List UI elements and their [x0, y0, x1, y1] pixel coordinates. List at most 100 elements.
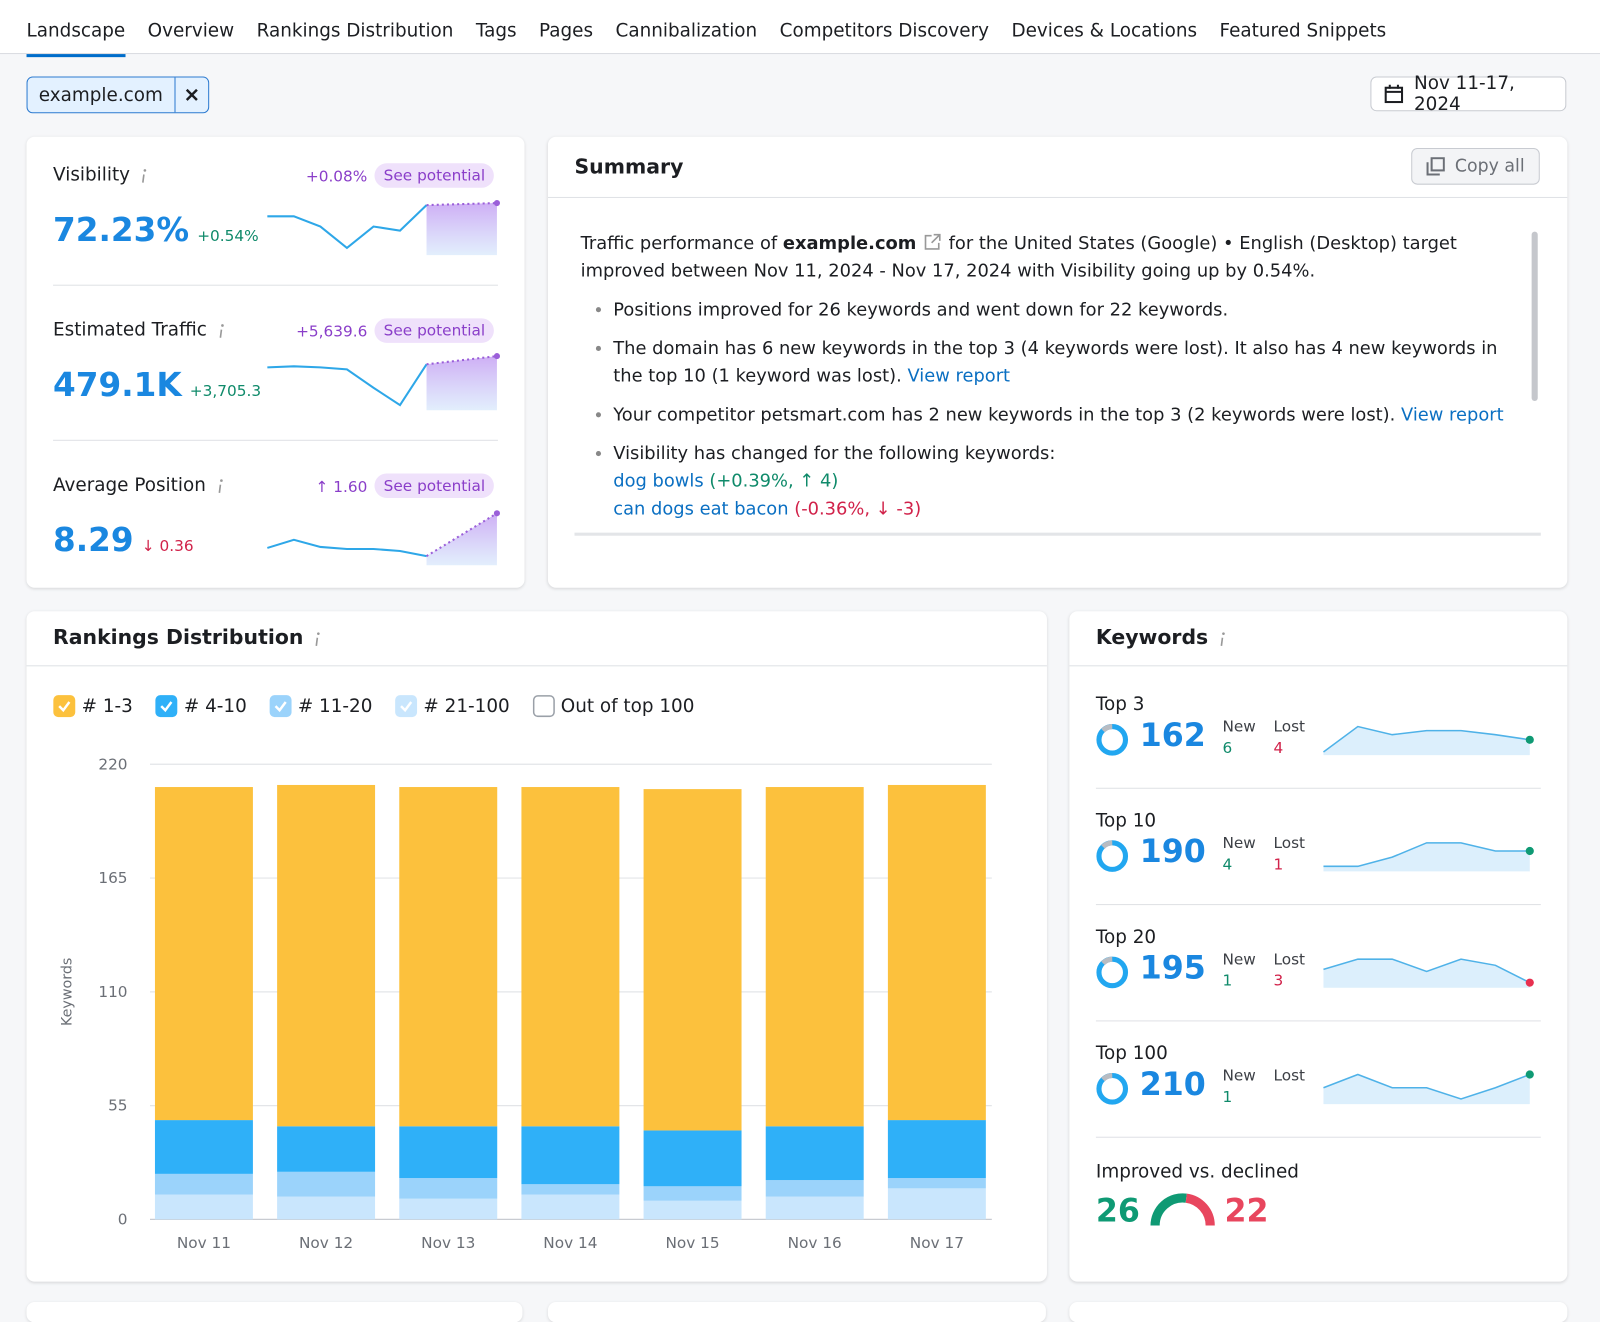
metric-value-row: 72.23% +0.54%: [53, 210, 259, 249]
tab[interactable]: Landscape: [26, 20, 126, 58]
keyword-link[interactable]: dog bowls: [613, 471, 704, 492]
ring: [1096, 956, 1129, 989]
ext-path: [924, 233, 941, 250]
bar-segment: [643, 789, 742, 1131]
summary-bullet: Visibility has changed for the following…: [613, 441, 1519, 524]
info-dot: [1222, 631, 1225, 635]
remove-x: [185, 88, 198, 101]
trend-line: [267, 363, 428, 407]
info-dot: [317, 631, 321, 635]
tab[interactable]: Cannibalization: [615, 20, 758, 42]
improved-gauge: [1150, 1193, 1215, 1226]
legend-label: # 1-3: [81, 695, 133, 717]
bullet-text: Visibility has changed for the following…: [613, 443, 1056, 465]
tab[interactable]: Rankings Distribution: [256, 20, 454, 42]
potential-area: [426, 513, 497, 566]
bar-segment: [277, 1196, 376, 1220]
info-stem: [315, 637, 319, 646]
tab[interactable]: Featured Snippets: [1219, 20, 1387, 42]
date-range: Nov 11-17, 2024: [1413, 72, 1515, 116]
legend-checkbox: [155, 695, 178, 718]
next-card-edge: [547, 1302, 1046, 1322]
metric-value: 479.1K: [53, 365, 182, 405]
checkmark: [58, 701, 71, 713]
bar-segment: [399, 1178, 498, 1199]
declined-value: 22: [1224, 1192, 1269, 1230]
bar-segment: [399, 1198, 498, 1220]
tab[interactable]: Pages: [539, 20, 594, 42]
copy-label: Copy all: [1454, 156, 1525, 177]
rankings-card: Rankings Distribution # 1-3 # 4-10 # 11-20 #…: [26, 611, 1047, 1282]
info-icon: [1220, 631, 1225, 646]
tab[interactable]: Tags: [475, 20, 517, 42]
trend-line: [267, 538, 427, 558]
tab[interactable]: Devices & Locations: [1011, 20, 1198, 42]
position-change: ↑ 4: [799, 471, 838, 491]
separator: [1095, 787, 1541, 789]
view-report-link[interactable]: View report: [1400, 405, 1504, 426]
calendar-icon: [1384, 84, 1404, 104]
checkmark: [160, 701, 173, 713]
metric-label: Visibility: [53, 164, 150, 186]
separator: [1095, 1020, 1541, 1022]
filter-remove[interactable]: [174, 77, 208, 113]
new-label: New: [1222, 949, 1256, 969]
separator: [1095, 1136, 1541, 1138]
scrollbar: [1531, 231, 1538, 402]
bar-segment: [643, 1200, 742, 1220]
summary-title: Summary: [574, 154, 684, 179]
bar-segment: [887, 1120, 986, 1179]
domain-filter: example.com: [26, 76, 209, 114]
legend-item[interactable]: # 1-3: [53, 695, 133, 718]
sparkline-end: [1525, 846, 1534, 856]
info-dot: [219, 479, 223, 482]
metric-value-row: 8.29 ↓ 0.36: [53, 520, 194, 559]
copy-front: [1426, 162, 1440, 176]
copy-all[interactable]: Copy all: [1411, 147, 1540, 185]
bar-segment: [399, 1126, 498, 1179]
metric-name: Average Position: [53, 474, 206, 496]
keyword-change: can dogs eat bacon -0.36%↓ -3: [613, 496, 1519, 524]
copy-icon: [1426, 157, 1445, 176]
legend-item[interactable]: # 21-100: [395, 695, 510, 718]
separator: [53, 439, 498, 441]
legend: # 1-3 # 4-10 # 11-20 # 21-100 Out of top 100: [53, 695, 695, 718]
date-picker[interactable]: Nov 11-17, 2024: [1370, 72, 1567, 115]
legend-label: # 4-10: [183, 695, 247, 717]
bar-segment: [521, 1184, 620, 1195]
info-icon: [315, 631, 321, 646]
view-report-link[interactable]: View report: [907, 366, 1011, 387]
bar-segment: [154, 1194, 253, 1220]
tab[interactable]: Competitors Discovery: [779, 20, 989, 42]
info-icon: [218, 479, 223, 493]
potential-change: +5,639.6: [296, 322, 368, 341]
see-potential[interactable]: See potential: [374, 318, 495, 343]
y-tick-label: 165: [98, 869, 127, 887]
row-label: Top 10: [1095, 810, 1157, 832]
see-potential[interactable]: See potential: [374, 473, 495, 498]
legend-item[interactable]: Out of top 100: [532, 695, 695, 718]
improved-arc: [1150, 1193, 1187, 1226]
legend-item[interactable]: # 11-20: [269, 695, 372, 718]
info-dot: [144, 169, 147, 172]
bar-segment: [643, 1130, 742, 1187]
intro-text: for the United States (Google) • English…: [580, 233, 1457, 282]
see-potential[interactable]: See potential: [374, 163, 495, 188]
keyword-link[interactable]: can dogs eat bacon: [613, 498, 789, 520]
info-stem: [1220, 637, 1224, 646]
bar-segment: [521, 787, 620, 1127]
bar-segment: [765, 1196, 864, 1220]
row-label: Top 20: [1095, 926, 1157, 948]
new-value: 1: [1222, 971, 1233, 990]
top-bar: [0, 0, 1600, 55]
card-title: Keywords: [1096, 624, 1229, 649]
info-icon: [142, 169, 147, 183]
lost-value: 1: [1273, 855, 1284, 874]
potential-dot: [493, 510, 500, 517]
legend-item[interactable]: # 4-10: [155, 695, 247, 718]
checkbox-box: [53, 695, 76, 718]
y-tick-label: 110: [98, 983, 127, 1001]
tab[interactable]: Overview: [147, 20, 235, 42]
visibility-change: -0.36%: [794, 499, 876, 519]
legend-label: Out of top 100: [560, 695, 695, 717]
